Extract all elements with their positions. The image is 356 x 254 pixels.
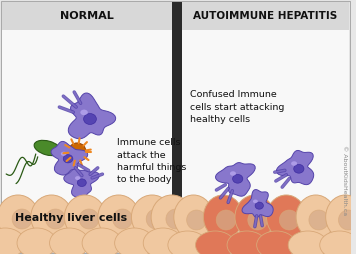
Circle shape: [166, 209, 185, 229]
Polygon shape: [51, 141, 88, 175]
Circle shape: [187, 210, 206, 230]
Ellipse shape: [255, 202, 263, 209]
Ellipse shape: [227, 231, 267, 254]
Ellipse shape: [143, 228, 183, 254]
Ellipse shape: [253, 200, 258, 203]
Ellipse shape: [82, 228, 121, 254]
Ellipse shape: [17, 228, 57, 254]
Bar: [2, 2, 172, 252]
Circle shape: [79, 209, 99, 229]
Bar: [2, 2, 172, 30]
Ellipse shape: [232, 174, 243, 183]
Ellipse shape: [80, 109, 88, 115]
Ellipse shape: [151, 195, 193, 239]
Ellipse shape: [230, 171, 236, 176]
Ellipse shape: [64, 195, 106, 239]
Ellipse shape: [291, 161, 297, 166]
Circle shape: [12, 209, 32, 229]
Text: © AboutKidsHealth.ca: © AboutKidsHealth.ca: [342, 145, 347, 215]
Text: Immune cells
attack the
harmful things
to the body: Immune cells attack the harmful things t…: [117, 138, 186, 184]
Bar: [182, 2, 349, 252]
Ellipse shape: [115, 228, 154, 254]
Ellipse shape: [75, 176, 80, 180]
Circle shape: [68, 143, 86, 161]
Circle shape: [279, 210, 299, 230]
Ellipse shape: [168, 231, 207, 254]
Bar: [172, 2, 182, 252]
Ellipse shape: [235, 195, 274, 239]
Circle shape: [309, 210, 329, 230]
Circle shape: [146, 209, 166, 229]
Text: Healthy liver cells: Healthy liver cells: [15, 213, 127, 223]
Polygon shape: [277, 150, 314, 185]
Circle shape: [112, 209, 132, 229]
Ellipse shape: [0, 228, 25, 254]
Ellipse shape: [195, 231, 235, 254]
Ellipse shape: [294, 164, 304, 173]
Circle shape: [46, 209, 66, 229]
Polygon shape: [68, 93, 116, 139]
Ellipse shape: [257, 231, 296, 254]
Polygon shape: [216, 163, 255, 196]
Ellipse shape: [267, 195, 306, 239]
Ellipse shape: [296, 195, 335, 239]
Ellipse shape: [131, 195, 173, 239]
Ellipse shape: [326, 195, 356, 239]
Ellipse shape: [174, 195, 213, 239]
Text: NORMAL: NORMAL: [60, 11, 114, 21]
Polygon shape: [242, 189, 273, 217]
Circle shape: [216, 210, 236, 230]
Ellipse shape: [31, 195, 72, 239]
Ellipse shape: [98, 195, 139, 239]
Ellipse shape: [0, 195, 39, 239]
Circle shape: [248, 210, 267, 230]
Bar: [182, 2, 349, 30]
Text: Confused Immune
cells start attacking
healthy cells: Confused Immune cells start attacking he…: [190, 90, 284, 124]
Ellipse shape: [34, 140, 61, 156]
Ellipse shape: [288, 231, 328, 254]
Ellipse shape: [320, 231, 356, 254]
Ellipse shape: [203, 195, 243, 239]
Ellipse shape: [84, 114, 96, 124]
Ellipse shape: [61, 152, 67, 156]
Circle shape: [339, 210, 356, 230]
Ellipse shape: [49, 228, 89, 254]
Text: AUTOIMMUNE HEPATITIS: AUTOIMMUNE HEPATITIS: [193, 11, 337, 21]
Polygon shape: [64, 169, 99, 198]
Ellipse shape: [77, 179, 86, 186]
Ellipse shape: [63, 155, 73, 163]
